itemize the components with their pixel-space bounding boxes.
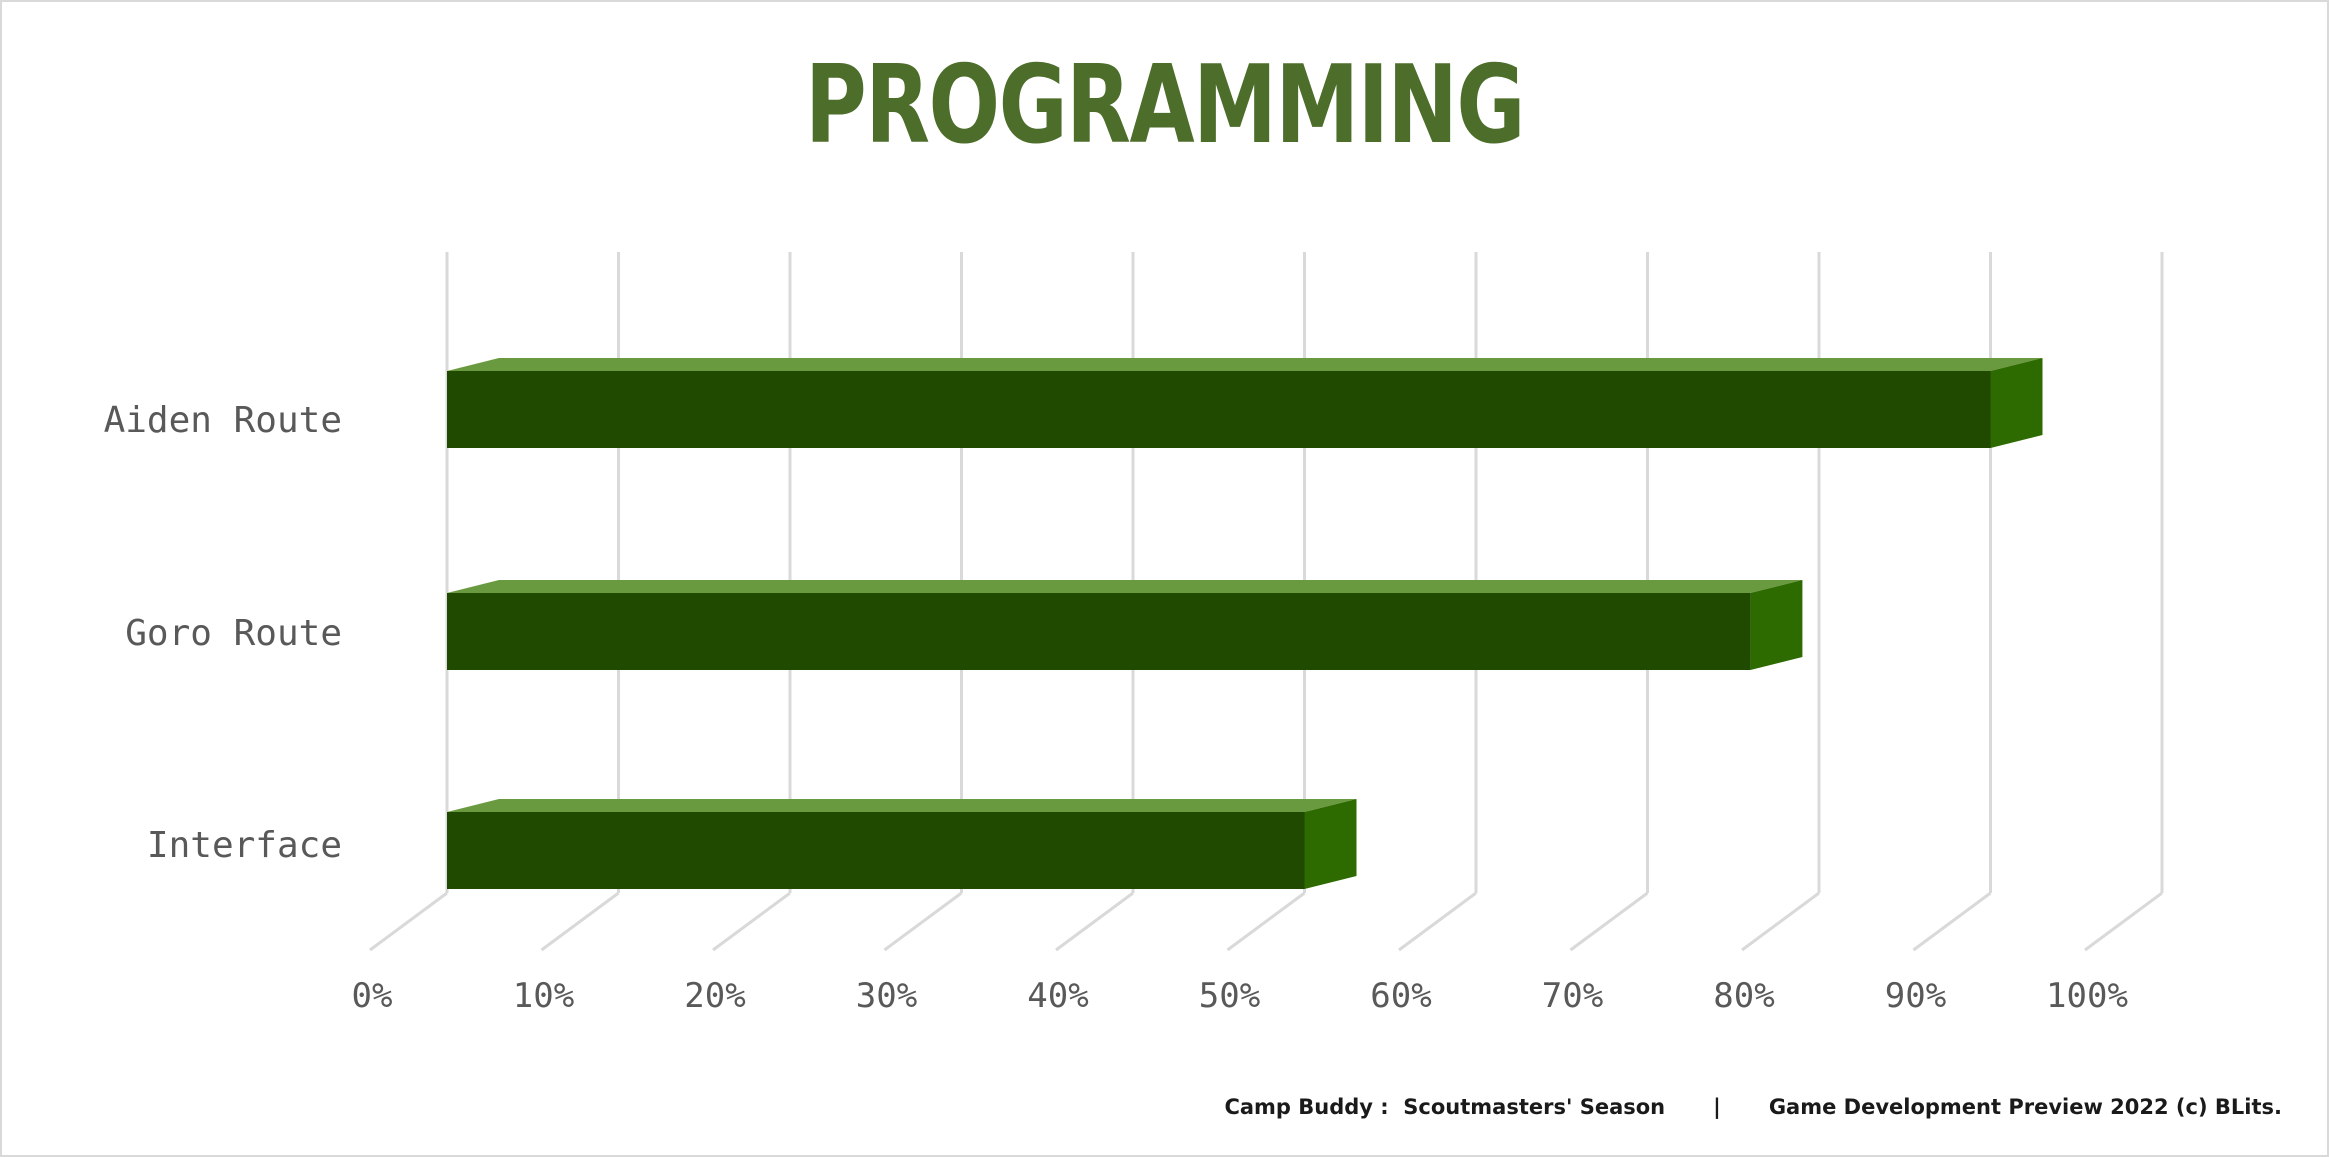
floor-gridline <box>712 891 791 952</box>
category-labels: Aiden Route Goro Route Interface <box>104 400 342 866</box>
floor-gridline <box>1398 891 1477 952</box>
floor-gridline <box>883 891 963 952</box>
footer: Camp Buddy : Scoutmasters' Season | Game D… <box>1224 1095 2282 1119</box>
floor-gridline <box>1055 891 1134 952</box>
bar <box>447 593 1751 670</box>
bars <box>447 358 2043 889</box>
x-tick-label: 0% <box>352 976 393 1016</box>
x-tick-label: 80% <box>1713 976 1774 1016</box>
bar-side <box>1990 358 2043 448</box>
x-tick-labels: 0% 10% 20% 30% 40% 50% 60% 70% 80% 90% 100% <box>352 976 2128 1016</box>
x-tick-label: 90% <box>1885 976 1946 1016</box>
floor-gridline <box>2084 891 2163 952</box>
floor-gridline <box>1741 891 1820 952</box>
footer-game-title: Camp Buddy : Scoutmasters' Season <box>1224 1095 1666 1119</box>
category-label: Aiden Route <box>104 400 342 441</box>
floor-gridline <box>1569 891 1649 952</box>
floor-gridline <box>540 891 620 952</box>
footer-separator: | <box>1713 1095 1721 1119</box>
bar-top <box>447 580 1803 593</box>
bar-top <box>447 358 2043 371</box>
footer-credit: Game Development Preview 2022 (c) BLits. <box>1768 1095 2282 1119</box>
x-tick-label: 100% <box>2046 976 2128 1016</box>
x-tick-label: 30% <box>856 976 917 1016</box>
bar <box>447 371 1991 448</box>
floor-gridline <box>1912 891 1992 952</box>
x-tick-label: 20% <box>684 976 745 1016</box>
x-tick-label: 10% <box>513 976 574 1016</box>
category-label: Interface <box>147 825 342 866</box>
bar <box>447 812 1305 889</box>
floor-gridline <box>1226 891 1306 952</box>
x-tick-label: 70% <box>1542 976 1603 1016</box>
x-tick-label: 50% <box>1199 976 1260 1016</box>
chart-title: PROGRAMMING <box>805 43 1525 168</box>
floor-gridline <box>369 891 448 952</box>
bar-side <box>1750 580 1803 670</box>
category-label: Goro Route <box>125 613 342 654</box>
bar-top <box>447 799 1357 812</box>
x-tick-label: 40% <box>1027 976 1088 1016</box>
bar-side <box>1304 799 1357 889</box>
x-tick-label: 60% <box>1370 976 1431 1016</box>
